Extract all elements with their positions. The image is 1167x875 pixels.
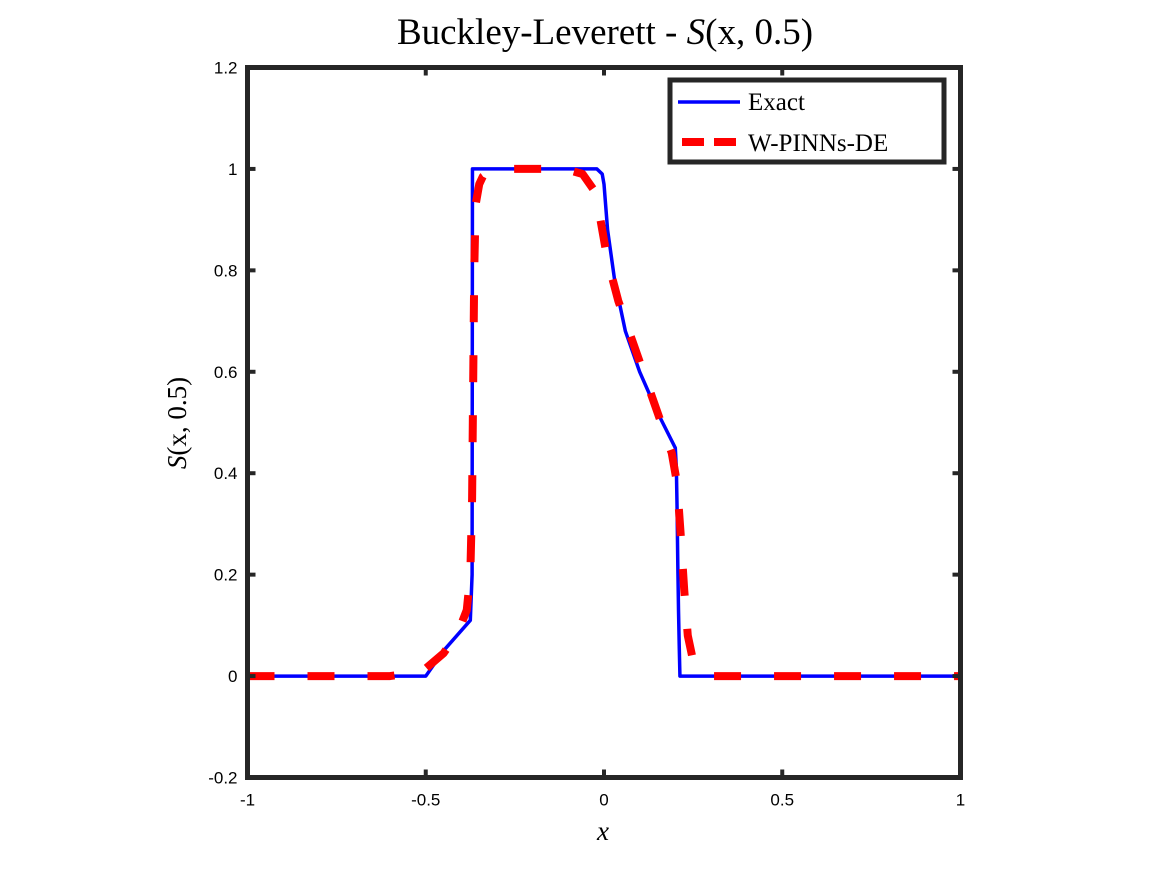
legend-box (667, 77, 947, 165)
plot-frame (245, 65, 963, 780)
y-tick-label: 0.4 (214, 464, 238, 483)
chart-title: Buckley-Leverett - S(x, 0.5) (397, 12, 813, 53)
series-line-w-pinns-de (247, 164, 961, 681)
legend-label-wpinns: W-PINNs-DE (748, 130, 888, 157)
x-tick-label: -0.5 (411, 791, 440, 810)
series-layer (247, 164, 961, 681)
series-line-exact (247, 167, 961, 678)
y-tick-label: -0.2 (208, 769, 237, 788)
x-tick-label: 0.5 (770, 791, 794, 810)
y-tick-label: 0 (228, 667, 237, 686)
x-tick-label: -1 (240, 791, 255, 810)
tick-layer: -1 -0.5 0 0.5 1 -0.2 0 0.2 0.4 0.6 0.8 1 1.2 (208, 59, 965, 810)
legend: Exact W-PINNs-DE (667, 77, 947, 165)
y-tick-label: 0.6 (214, 363, 238, 382)
y-tick-label: 0.2 (214, 566, 238, 585)
x-tick-label: 1 (956, 791, 965, 810)
legend-label-exact: Exact (748, 89, 805, 116)
y-tick-label: 1.2 (214, 59, 238, 78)
y-tick-label: 0.8 (214, 261, 238, 280)
y-axis-label: S(x, 0.5) (162, 377, 192, 469)
y-tick-label: 1 (228, 160, 237, 179)
x-axis-label: x (596, 816, 609, 846)
x-tick-label: 0 (599, 791, 608, 810)
